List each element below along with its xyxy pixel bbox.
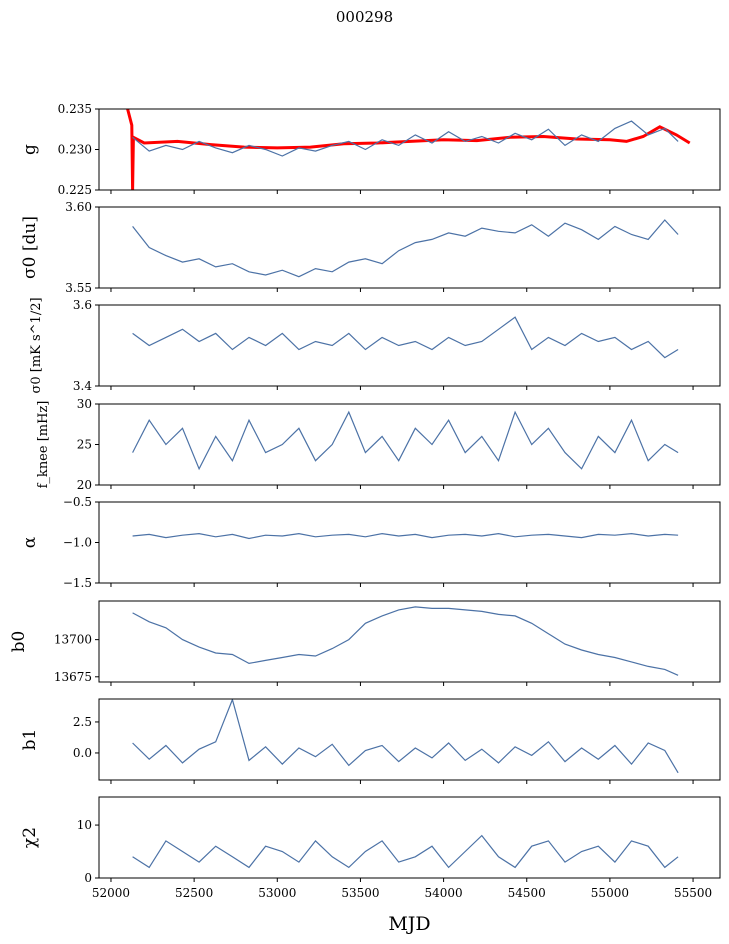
series-line-b0 bbox=[132, 606, 679, 676]
series-line-fknee bbox=[132, 410, 679, 471]
ytick-label: −0.5 bbox=[63, 495, 92, 509]
ytick-label: 3.6 bbox=[73, 298, 92, 312]
xtick-label: 55500 bbox=[674, 886, 712, 900]
ytick-label: 25 bbox=[77, 438, 92, 452]
panel-frame-2 bbox=[98, 304, 721, 387]
panel-frame-3 bbox=[98, 403, 721, 486]
xtick-label: 53500 bbox=[341, 886, 379, 900]
ytick-label: 2.5 bbox=[73, 715, 92, 729]
panel-frame-4 bbox=[98, 501, 721, 584]
xtick-label: 52000 bbox=[92, 886, 130, 900]
panel-frame-7 bbox=[98, 796, 721, 879]
ylabel-4: α bbox=[20, 536, 40, 548]
ylabel-7: χ2 bbox=[20, 827, 40, 848]
ylabel-5: b0 bbox=[9, 631, 29, 653]
ytick-label: 13700 bbox=[54, 633, 92, 647]
ylabel-1: σ0 [du] bbox=[20, 216, 40, 279]
ytick-label: 3.55 bbox=[65, 281, 92, 295]
ytick-label: 10 bbox=[77, 818, 92, 832]
series-line-alpha bbox=[132, 532, 679, 540]
series-line-g-fit bbox=[126, 109, 691, 190]
panel-frame-5 bbox=[98, 600, 721, 683]
ytick-label: 30 bbox=[77, 397, 92, 411]
ytick-label: 3.4 bbox=[73, 379, 92, 393]
series-line-chi2 bbox=[132, 834, 679, 869]
ylabel-0: g bbox=[20, 144, 40, 155]
panel-frame-1 bbox=[98, 206, 721, 289]
ylabel-2: σ0 [mK s^1/2] bbox=[29, 297, 44, 393]
ytick-label: 3.60 bbox=[65, 200, 92, 214]
series-line-b1 bbox=[132, 699, 679, 774]
ytick-label: 0.230 bbox=[58, 143, 92, 157]
xtick-label: 52500 bbox=[175, 886, 213, 900]
xtick-label: 53000 bbox=[258, 886, 296, 900]
ytick-label: 20 bbox=[77, 478, 92, 492]
series-line-sigma0-mK bbox=[132, 316, 679, 359]
xlabel: MJD bbox=[388, 913, 430, 935]
ytick-label: −1.0 bbox=[63, 536, 92, 550]
series-line-sigma0-du bbox=[132, 219, 679, 278]
ytick-label: 13675 bbox=[54, 670, 92, 684]
ylabel-6: b1 bbox=[20, 729, 40, 751]
ytick-label: 0.0 bbox=[73, 746, 92, 760]
xtick-label: 54500 bbox=[508, 886, 546, 900]
ylabel-3: f_knee [mHz] bbox=[36, 401, 51, 489]
xtick-label: 54000 bbox=[424, 886, 462, 900]
ytick-label: −1.5 bbox=[63, 576, 92, 590]
ytick-label: 0.235 bbox=[58, 102, 92, 116]
panel-frame-0 bbox=[98, 108, 721, 191]
panel-frame-6 bbox=[98, 698, 721, 781]
xtick-label: 55000 bbox=[591, 886, 629, 900]
ytick-label: 0 bbox=[84, 871, 92, 885]
chart-title: 000298 bbox=[335, 8, 394, 26]
ytick-label: 0.225 bbox=[58, 183, 92, 197]
series-line-g bbox=[132, 120, 679, 157]
